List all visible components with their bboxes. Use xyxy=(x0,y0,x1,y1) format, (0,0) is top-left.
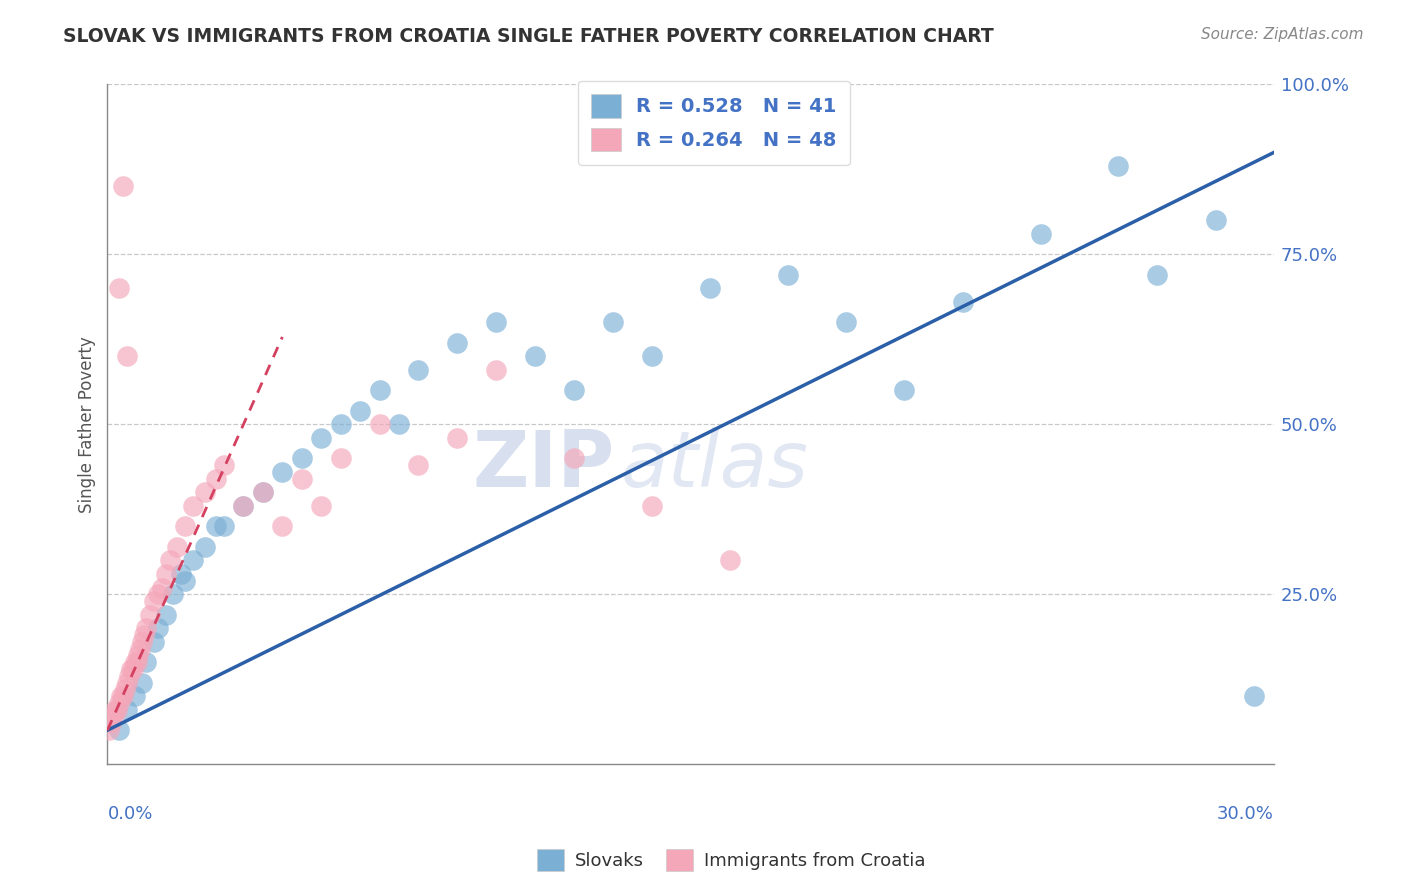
Point xyxy=(232,499,254,513)
Point xyxy=(115,350,138,364)
Point xyxy=(104,703,127,717)
Point xyxy=(108,723,131,738)
Point xyxy=(121,662,143,676)
Point xyxy=(252,485,274,500)
Point xyxy=(125,655,148,669)
Point xyxy=(129,641,152,656)
Point xyxy=(146,621,169,635)
Point xyxy=(1243,690,1265,704)
Point xyxy=(103,709,125,723)
Point xyxy=(893,384,915,398)
Point xyxy=(212,519,235,533)
Point xyxy=(114,682,136,697)
Text: SLOVAK VS IMMIGRANTS FROM CROATIA SINGLE FATHER POVERTY CORRELATION CHART: SLOVAK VS IMMIGRANTS FROM CROATIA SINGLE… xyxy=(63,27,994,45)
Point xyxy=(291,472,314,486)
Point xyxy=(170,566,193,581)
Point xyxy=(205,472,228,486)
Point xyxy=(181,553,204,567)
Point xyxy=(124,655,146,669)
Point xyxy=(562,451,585,466)
Point xyxy=(388,417,411,432)
Point xyxy=(602,315,624,329)
Point xyxy=(143,594,166,608)
Point xyxy=(139,607,162,622)
Point xyxy=(309,499,332,513)
Point xyxy=(159,553,181,567)
Point xyxy=(134,628,156,642)
Point xyxy=(1029,227,1052,241)
Point xyxy=(111,690,134,704)
Point xyxy=(699,281,721,295)
Text: ZIP: ZIP xyxy=(472,427,614,503)
Point xyxy=(776,268,799,282)
Point xyxy=(952,295,974,310)
Point xyxy=(1146,268,1168,282)
Point xyxy=(408,458,430,472)
Point xyxy=(641,350,664,364)
Point xyxy=(271,519,294,533)
Point xyxy=(105,703,128,717)
Point xyxy=(718,553,741,567)
Point xyxy=(1107,159,1129,173)
Point xyxy=(131,635,153,649)
Point xyxy=(205,519,228,533)
Point xyxy=(174,519,197,533)
Point xyxy=(485,363,508,377)
Point xyxy=(835,315,858,329)
Point xyxy=(124,690,146,704)
Point xyxy=(1205,213,1227,227)
Point xyxy=(524,350,547,364)
Point xyxy=(252,485,274,500)
Point xyxy=(194,485,217,500)
Point xyxy=(562,384,585,398)
Point xyxy=(271,465,294,479)
Point xyxy=(232,499,254,513)
Point xyxy=(329,451,352,466)
Point xyxy=(155,607,177,622)
Point xyxy=(309,431,332,445)
Point xyxy=(100,716,122,731)
Point xyxy=(135,621,157,635)
Point xyxy=(115,703,138,717)
Point xyxy=(118,669,141,683)
Point xyxy=(155,566,177,581)
Point xyxy=(110,690,132,704)
Point xyxy=(368,417,391,432)
Point xyxy=(120,662,142,676)
Point xyxy=(162,587,184,601)
Point xyxy=(135,655,157,669)
Point xyxy=(98,723,121,738)
Point xyxy=(131,675,153,690)
Point xyxy=(349,403,371,417)
Legend: Slovaks, Immigrants from Croatia: Slovaks, Immigrants from Croatia xyxy=(530,842,932,879)
Point xyxy=(181,499,204,513)
Point xyxy=(446,431,468,445)
Text: atlas: atlas xyxy=(620,427,808,503)
Point xyxy=(291,451,314,466)
Point xyxy=(108,281,131,295)
Legend: R = 0.528   N = 41, R = 0.264   N = 48: R = 0.528 N = 41, R = 0.264 N = 48 xyxy=(578,80,851,165)
Point xyxy=(166,540,188,554)
Point xyxy=(115,675,138,690)
Point xyxy=(174,574,197,588)
Point xyxy=(212,458,235,472)
Point xyxy=(641,499,664,513)
Point xyxy=(108,696,131,710)
Text: 0.0%: 0.0% xyxy=(107,805,153,823)
Point xyxy=(194,540,217,554)
Text: Source: ZipAtlas.com: Source: ZipAtlas.com xyxy=(1201,27,1364,42)
Point xyxy=(150,581,173,595)
Point xyxy=(127,648,149,663)
Point xyxy=(446,335,468,350)
Point xyxy=(408,363,430,377)
Text: 30.0%: 30.0% xyxy=(1218,805,1274,823)
Point xyxy=(329,417,352,432)
Point xyxy=(111,179,134,194)
Y-axis label: Single Father Poverty: Single Father Poverty xyxy=(79,336,96,513)
Point xyxy=(143,635,166,649)
Point xyxy=(368,384,391,398)
Point xyxy=(485,315,508,329)
Point xyxy=(146,587,169,601)
